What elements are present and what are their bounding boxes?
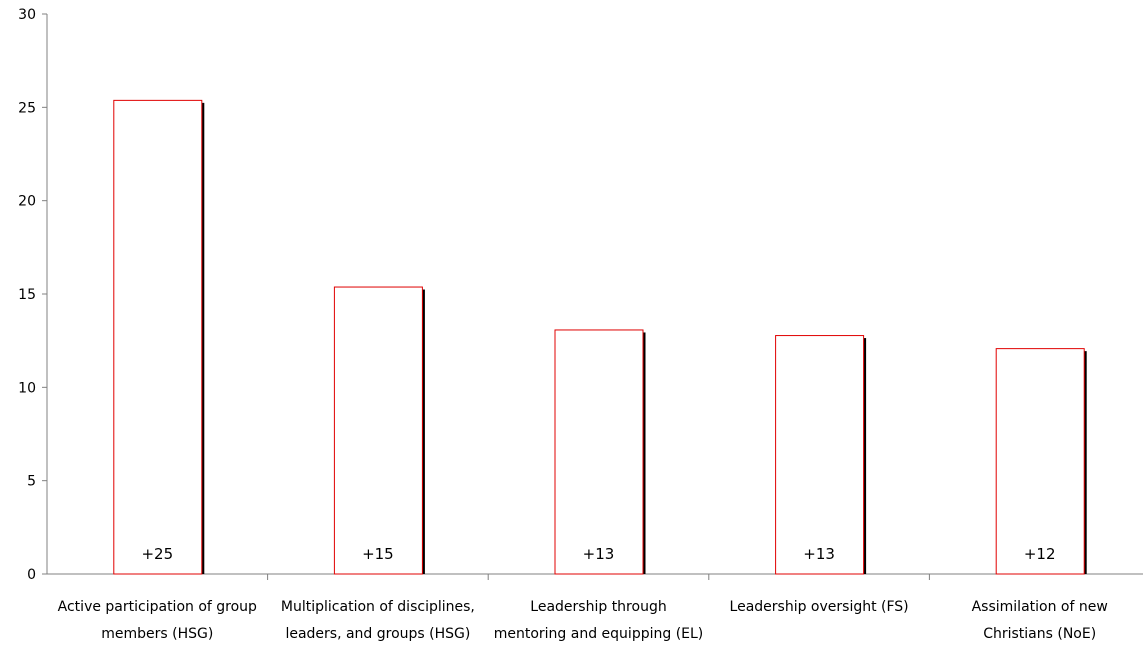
x-category-label: Christians (NoE): [983, 626, 1096, 642]
x-category-label: Leadership oversight (FS): [730, 599, 909, 615]
y-tick-label: 30: [18, 7, 36, 23]
bar-group: [333, 286, 425, 575]
axes: 0 5 10 15 20 25 30: [18, 7, 1143, 583]
bar-shadow: [421, 289, 425, 574]
y-tick-label: 5: [27, 474, 36, 490]
bar-data-label: +13: [583, 545, 615, 563]
bar-shadow: [642, 332, 646, 574]
x-category-label: mentoring and equipping (EL): [494, 626, 704, 642]
x-category-label: leaders, and groups (HSG): [285, 626, 470, 642]
y-tick-label: 10: [18, 380, 36, 396]
y-tick-label: 20: [18, 194, 36, 210]
bar: [775, 335, 865, 575]
bar: [113, 99, 203, 575]
x-category-label: Leadership through: [530, 599, 666, 615]
bar: [554, 329, 644, 575]
bars: [113, 99, 1087, 575]
bar-group: [554, 329, 646, 575]
bar-shadow: [863, 338, 867, 574]
bar-data-label: +15: [362, 545, 394, 563]
bar-group: [775, 335, 867, 575]
y-tick-label: 0: [27, 567, 36, 583]
bar-shadow: [1083, 351, 1087, 574]
bar-data-label: +13: [803, 545, 835, 563]
x-category-label: Active participation of group: [58, 599, 257, 615]
bar-shadow: [201, 102, 205, 574]
bar-data-label: +12: [1024, 545, 1056, 563]
x-category-label: Assimilation of new: [972, 599, 1108, 615]
bar-data-label: +25: [141, 545, 173, 563]
y-tick-label: 15: [18, 287, 36, 303]
bar-group: [113, 99, 205, 575]
bar: [333, 286, 423, 575]
y-tick-label: 25: [18, 100, 36, 116]
bar-group: [995, 348, 1087, 575]
bar: [995, 348, 1085, 575]
x-category-label: members (HSG): [101, 626, 213, 642]
labels: +25 Active participation of group members …: [58, 545, 1108, 642]
x-category-label: Multiplication of disciplines,: [281, 599, 475, 615]
